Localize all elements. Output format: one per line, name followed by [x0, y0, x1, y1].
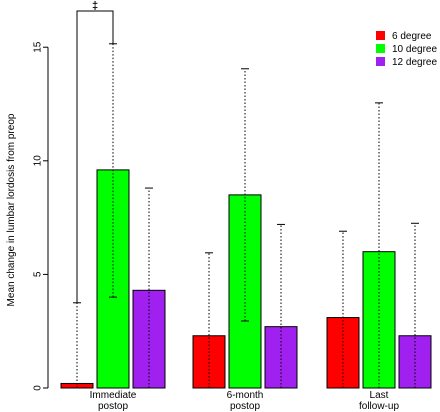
legend-label: 6 degree: [392, 31, 432, 42]
bar: [228, 194, 262, 389]
legend-swatch: [376, 57, 385, 66]
y-axis-label: Mean change in lumbar lordosis from preo…: [6, 113, 17, 306]
category-labels: Immediatepostop6-monthpostopLastfollow-u…: [90, 390, 400, 412]
legend: 6 degree 10 degree 12 degree: [376, 31, 437, 68]
category-label: Last: [370, 390, 389, 401]
category-label: 6-month: [227, 390, 264, 401]
error-bars-layer: [73, 43, 419, 388]
y-tick-label: 5: [33, 271, 44, 277]
significance-marker: ‡: [92, 0, 98, 12]
category-label: Immediate: [90, 390, 137, 401]
legend-label: 10 degree: [392, 44, 437, 55]
bar: [264, 326, 298, 389]
y-tick-label: 10: [33, 155, 44, 167]
category-label: follow-up: [359, 401, 399, 412]
legend-swatch: [376, 44, 385, 53]
y-tick-label: 0: [33, 385, 44, 391]
legend-swatch: [376, 31, 385, 40]
bar: [192, 335, 226, 389]
bar: [398, 335, 432, 389]
bars-layer: [60, 169, 432, 389]
significance-bracket: [76, 10, 114, 303]
y-tick-label: 15: [33, 41, 44, 53]
bar: [362, 251, 396, 389]
legend-label: 12 degree: [392, 57, 437, 68]
significance-annotation: ‡: [76, 0, 114, 303]
category-label: postop: [98, 401, 128, 412]
y-axis: 0 5 10 15: [33, 41, 49, 391]
category-label: postop: [230, 401, 260, 412]
